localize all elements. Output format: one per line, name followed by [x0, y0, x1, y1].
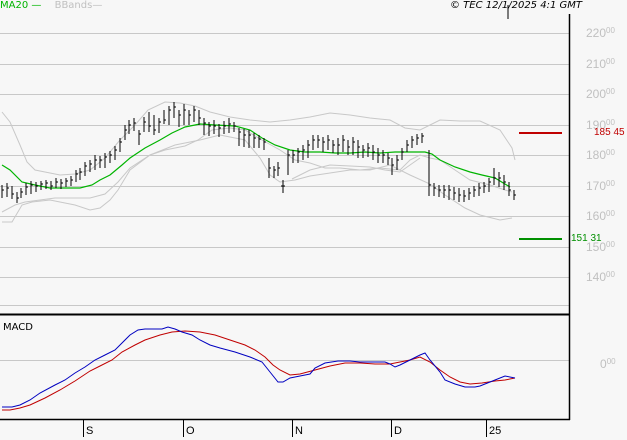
macd-line — [2, 326, 516, 408]
price-label-21000: 21000 — [586, 57, 615, 71]
legend-ma20-swatch: — — [28, 0, 42, 11]
bollinger-bands — [1, 101, 516, 223]
ohlc-bars — [1, 102, 516, 203]
ma20-line — [1, 123, 511, 189]
price-label-15000: 15000 — [586, 240, 615, 254]
x-label-dec: D — [394, 425, 402, 437]
copyright-timestamp: © TEC 12/1/2025 4:1 GMT — [450, 0, 582, 11]
price-label-17000: 17000 — [586, 179, 615, 193]
chart-legend: MA20 — BBands— — [0, 0, 102, 12]
price-label-16000: 16000 — [586, 209, 615, 223]
price-label-14000: 14000 — [586, 270, 615, 284]
support-label: 151 31 — [571, 233, 602, 244]
x-label-nov: N — [295, 425, 303, 437]
x-axis-ticks — [83, 420, 487, 437]
price-label-18000: 18000 — [586, 148, 615, 162]
macd-title: MACD — [3, 322, 33, 333]
price-label-19000: 19000 — [586, 118, 615, 132]
resistance-label: 185 45 — [594, 127, 625, 138]
price-label-22000: 22000 — [586, 26, 615, 40]
legend-bbands: BBands — [54, 0, 93, 11]
legend-ma20: MA20 — [0, 0, 29, 11]
price-gridlines — [0, 33, 569, 306]
legend-bbands-swatch: — — [92, 0, 103, 11]
signal-line — [2, 330, 516, 411]
price-label-20000: 20000 — [586, 87, 615, 101]
x-label-2025: 25 — [489, 425, 502, 437]
x-label-sep: S — [86, 425, 94, 437]
macd-zero-label: 000 — [600, 357, 616, 371]
x-label-oct: O — [186, 425, 195, 437]
